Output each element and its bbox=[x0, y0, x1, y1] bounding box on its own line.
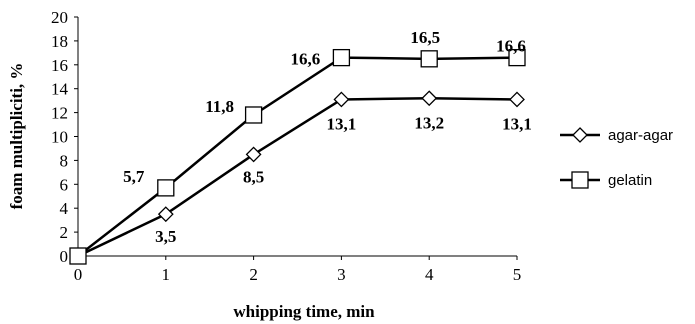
data-labels: 3,5 8,5 13,1 13,2 13,1 5,7 11,8 16,6 16,5 16,6 bbox=[123, 28, 532, 246]
y-tick-label: 6 bbox=[60, 175, 69, 194]
data-point-gelatin bbox=[420, 50, 438, 68]
legend-label-agar-agar: agar-agar bbox=[608, 127, 673, 144]
series-line-gelatin bbox=[77, 56, 518, 257]
y-tick-label: 0 bbox=[60, 247, 69, 266]
x-tick-labels: 0 1 2 3 4 5 bbox=[74, 265, 522, 284]
y-tick-label: 8 bbox=[60, 151, 69, 170]
x-tick-label: 2 bbox=[249, 265, 258, 284]
data-label-agar-agar: 8,5 bbox=[243, 167, 264, 186]
legend: agar-agar gelatin bbox=[560, 127, 673, 189]
data-label-gelatin: 16,5 bbox=[410, 28, 440, 47]
y-axis-title: foam multipliciti, % bbox=[7, 63, 26, 210]
x-tick-label: 0 bbox=[74, 265, 83, 284]
legend-marker-gelatin bbox=[571, 171, 589, 189]
y-tick-labels: 0 2 4 6 8 10 12 14 16 18 20 bbox=[51, 8, 69, 266]
x-axis-title: whipping time, min bbox=[233, 302, 375, 321]
y-tick-label: 4 bbox=[60, 199, 69, 218]
data-point-agar-agar bbox=[421, 90, 438, 107]
y-tick-label: 20 bbox=[51, 8, 68, 27]
data-label-gelatin: 11,8 bbox=[205, 97, 234, 116]
y-tick-label: 10 bbox=[51, 128, 68, 147]
legend-label-gelatin: gelatin bbox=[608, 172, 652, 189]
data-point-agar-agar bbox=[509, 91, 525, 108]
data-label-agar-agar: 3,5 bbox=[155, 227, 176, 246]
data-point-gelatin bbox=[508, 48, 526, 67]
x-tick-label: 1 bbox=[162, 265, 171, 284]
data-point-gelatin bbox=[244, 106, 263, 124]
data-label-agar-agar: 13,1 bbox=[502, 114, 532, 133]
x-tick-label: 4 bbox=[425, 265, 434, 284]
series-group bbox=[69, 48, 526, 265]
data-label-agar-agar: 13,2 bbox=[414, 113, 444, 132]
legend-marker-agar-agar bbox=[572, 127, 588, 143]
data-point-agar-agar bbox=[333, 91, 350, 108]
data-label-gelatin: 16,6 bbox=[291, 50, 321, 69]
data-point-gelatin bbox=[69, 247, 87, 265]
data-point-agar-agar bbox=[245, 146, 262, 163]
data-point-agar-agar bbox=[157, 206, 174, 223]
data-label-gelatin: 16,6 bbox=[496, 37, 526, 56]
data-label-agar-agar: 13,1 bbox=[327, 114, 357, 133]
x-tick-label: 3 bbox=[337, 265, 346, 284]
data-point-gelatin bbox=[157, 179, 175, 197]
series-line-agar-agar bbox=[77, 97, 518, 258]
y-tick-label: 18 bbox=[51, 32, 68, 51]
data-label-gelatin: 5,7 bbox=[123, 167, 145, 186]
x-tick-label: 5 bbox=[513, 265, 522, 284]
y-tick-label: 14 bbox=[51, 80, 69, 99]
y-tick-label: 16 bbox=[51, 56, 68, 75]
y-tick-label: 2 bbox=[60, 223, 69, 242]
y-tick-label: 12 bbox=[51, 104, 68, 123]
data-point-gelatin bbox=[332, 48, 351, 67]
